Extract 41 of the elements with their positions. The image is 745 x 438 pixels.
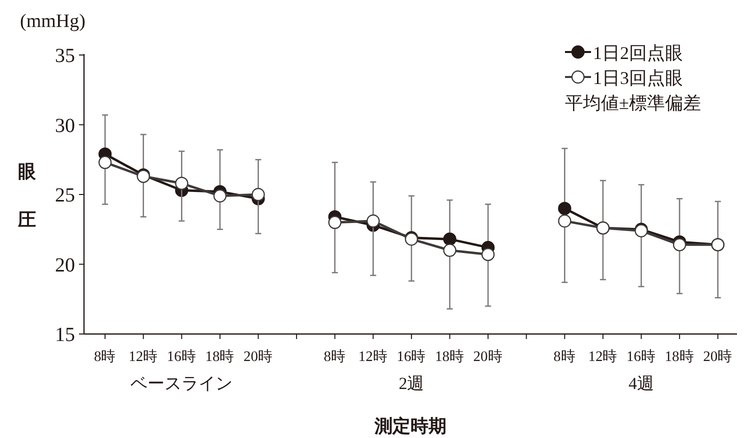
x-tick-label: 16時: [166, 348, 196, 365]
y-tick-label: 25: [55, 184, 75, 206]
point: [481, 248, 495, 262]
text: (mmHg): [20, 11, 86, 32]
text: 4週: [628, 374, 654, 393]
x-tick-label: 8時: [94, 348, 116, 365]
point: [213, 189, 227, 202]
text: ベースライン: [130, 374, 233, 393]
x-tick-label: 18時: [435, 348, 465, 365]
x-tick-label: 16時: [396, 348, 426, 365]
point: [252, 188, 265, 202]
x-tick-label: 20時: [244, 348, 274, 365]
x-tick-label: 18時: [205, 348, 235, 365]
x-tick-label: 18時: [664, 348, 694, 365]
x-tick-label: 8時: [554, 348, 576, 365]
point: [328, 216, 342, 229]
point: [558, 214, 572, 228]
legend-label: 1日3回点眼: [593, 68, 683, 88]
point: [366, 214, 380, 228]
x-tick-label: 8時: [324, 348, 346, 365]
y-tick-label: 30: [55, 114, 75, 137]
x-tick-label: 20時: [473, 348, 503, 365]
y-tick-label: 20: [55, 254, 75, 276]
x-tick-label: 12時: [128, 348, 158, 365]
point: [558, 202, 572, 216]
point: [672, 238, 686, 252]
x-tick-label: 12時: [358, 348, 388, 365]
x-tick-label: 20時: [703, 348, 733, 365]
x-tick-label: 16時: [626, 348, 656, 365]
text: 眼圧: [18, 162, 36, 230]
point: [98, 156, 112, 170]
x-axis-title: 測定時期: [374, 416, 446, 436]
text: 2週: [398, 374, 424, 393]
point: [175, 176, 188, 190]
legend-label: 1日2回点眼: [593, 43, 683, 63]
y-tick-label: 35: [55, 45, 75, 67]
y-tick-label: 15: [55, 324, 75, 346]
annotation: 平均値±標準偏差: [565, 93, 701, 113]
point: [443, 244, 456, 257]
x-tick-label: 12時: [588, 348, 618, 365]
point: [443, 232, 456, 246]
